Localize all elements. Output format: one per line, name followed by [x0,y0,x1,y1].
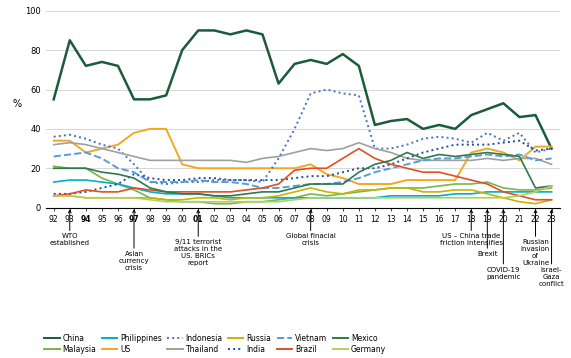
Text: US – China trade
friction intensifies: US – China trade friction intensifies [440,210,502,246]
Text: COVID-19
pandemic: COVID-19 pandemic [486,210,521,280]
Text: Israel-
Gaza
conflict: Israel- Gaza conflict [538,210,564,287]
Text: 9/11 terrorist
attacks in the
US. BRICs
report: 9/11 terrorist attacks in the US. BRICs … [174,210,222,266]
Text: Asian
currency
crisis: Asian currency crisis [119,210,150,271]
Text: Brexit: Brexit [477,210,497,257]
Legend: China, Malaysia, Philippines, US, Indonesia, Thailand, Russia, India, Vietnam, B: China, Malaysia, Philippines, US, Indone… [45,334,386,354]
Y-axis label: %: % [12,99,21,109]
Text: Global finacial
crisis: Global finacial crisis [286,210,336,246]
Text: WTO
established: WTO established [50,210,90,246]
Text: Russian
invasion
of
Ukraine: Russian invasion of Ukraine [521,210,550,266]
